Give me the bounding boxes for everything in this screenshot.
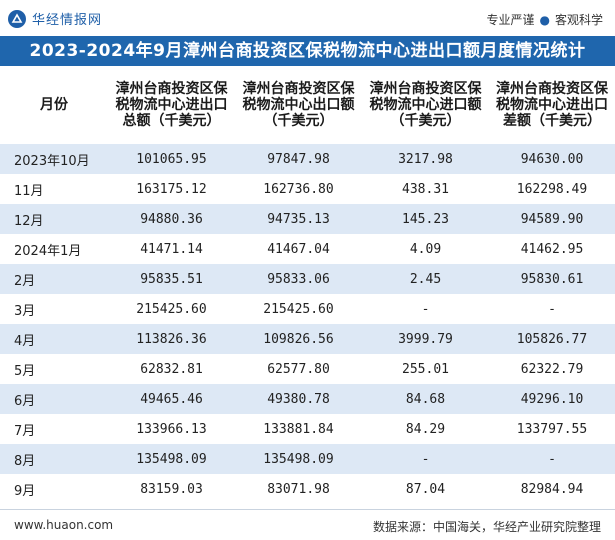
cell-value: 95833.06 <box>235 264 362 294</box>
cell-value: 215425.60 <box>235 294 362 324</box>
cell-value: 3999.79 <box>362 324 489 354</box>
cell-value: 95835.51 <box>108 264 235 294</box>
cell-value: - <box>362 444 489 474</box>
table-row: 6月 49465.46 49380.78 84.68 49296.10 <box>0 384 615 414</box>
cell-month: 6月 <box>0 384 108 414</box>
cell-value: 97847.98 <box>235 144 362 174</box>
cell-value: 49465.46 <box>108 384 235 414</box>
slogan-separator: ● <box>539 13 550 27</box>
cell-value: 4.09 <box>362 234 489 264</box>
huajing-logo-icon <box>8 9 26 28</box>
cell-value: 113826.36 <box>108 324 235 354</box>
table-row: 2023年10月 101065.95 97847.98 3217.98 94630.00 <box>0 144 615 174</box>
cell-month: 11月 <box>0 174 108 204</box>
cell-value: 133881.84 <box>235 414 362 444</box>
table-row: 5月 62832.81 62577.80 255.01 62322.79 <box>0 354 615 384</box>
footer: www.huaon.com 数据来源：中国海关，华经产业研究院整理 <box>0 509 615 540</box>
cell-value: 62832.81 <box>108 354 235 384</box>
cell-value: 94880.36 <box>108 204 235 234</box>
top-bar: 华经情报网 专业严谨 ● 客观科学 <box>0 0 615 36</box>
cell-month: 3月 <box>0 294 108 324</box>
brand-name: 华经情报网 <box>32 13 103 28</box>
cell-value: 105826.77 <box>489 324 615 354</box>
cell-value: 62322.79 <box>489 354 615 384</box>
table-row: 4月 113826.36 109826.56 3999.79 105826.77 <box>0 324 615 354</box>
cell-value: 84.68 <box>362 384 489 414</box>
cell-value: 62577.80 <box>235 354 362 384</box>
header-balance: 漳州台商投资区保税物流中心进出口差额（千美元） <box>489 66 615 144</box>
table-body: 2023年10月 101065.95 97847.98 3217.98 94630.00… <box>0 144 615 504</box>
cell-value: 94589.90 <box>489 204 615 234</box>
cell-value: 162298.49 <box>489 174 615 204</box>
page-title: 2023-2024年9月漳州台商投资区保税物流中心进出口额月度情况统计 <box>0 36 615 66</box>
cell-month: 2月 <box>0 264 108 294</box>
cell-month: 8月 <box>0 444 108 474</box>
table-row: 7月 133966.13 133881.84 84.29 133797.55 <box>0 414 615 444</box>
cell-value: 41467.04 <box>235 234 362 264</box>
cell-value: 84.29 <box>362 414 489 444</box>
cell-value: 133966.13 <box>108 414 235 444</box>
data-table: 月份 漳州台商投资区保税物流中心进出口总额（千美元） 漳州台商投资区保税物流中心… <box>0 66 615 504</box>
table-row: 8月 135498.09 135498.09- - <box>0 444 615 474</box>
cell-month: 12月 <box>0 204 108 234</box>
cell-value: 133797.55 <box>489 414 615 444</box>
cell-value: 163175.12 <box>108 174 235 204</box>
data-source: 数据来源：中国海关，华经产业研究院整理 <box>372 520 601 534</box>
cell-month: 2023年10月 <box>0 144 108 174</box>
cell-value: 94630.00 <box>489 144 615 174</box>
table-row: 12月 94880.36 94735.13 145.23 94589.90 <box>0 204 615 234</box>
cell-value: 82984.94 <box>489 474 615 504</box>
cell-value: 101065.95 <box>108 144 235 174</box>
cell-value: 135498.09 <box>235 444 362 474</box>
header-import: 漳州台商投资区保税物流中心进口额（千美元） <box>362 66 489 144</box>
cell-value: - <box>362 294 489 324</box>
footer-url: www.huaon.com <box>14 518 114 532</box>
cell-value: 135498.09 <box>108 444 235 474</box>
slogan-right: 客观科学 <box>554 13 603 27</box>
cell-value: 41471.14 <box>108 234 235 264</box>
cell-value: 145.23 <box>362 204 489 234</box>
cell-value: 49380.78 <box>235 384 362 414</box>
cell-value: - <box>489 444 615 474</box>
table-row: 2月 95835.51 95833.06 2.45 95830.61 <box>0 264 615 294</box>
slogan: 专业严谨 ● 客观科学 <box>486 11 603 28</box>
cell-month: 5月 <box>0 354 108 384</box>
cell-month: 9月 <box>0 474 108 504</box>
cell-value: 109826.56 <box>235 324 362 354</box>
header-month: 月份 <box>0 66 108 144</box>
header-total: 漳州台商投资区保税物流中心进出口总额（千美元） <box>108 66 235 144</box>
cell-value: 94735.13 <box>235 204 362 234</box>
cell-value: 438.31 <box>362 174 489 204</box>
table-header-row: 月份 漳州台商投资区保税物流中心进出口总额（千美元） 漳州台商投资区保税物流中心… <box>0 66 615 144</box>
cell-value: 95830.61 <box>489 264 615 294</box>
brand-logo: 华经情报网 <box>8 9 102 28</box>
cell-value: 162736.80 <box>235 174 362 204</box>
table-row: 2024年1月 41471.14 41467.04 4.09 41462.95 <box>0 234 615 264</box>
cell-value: 3217.98 <box>362 144 489 174</box>
cell-value: - <box>489 294 615 324</box>
table-row: 9月 83159.03 83071.98 87.04 82984.94 <box>0 474 615 504</box>
cell-value: 87.04 <box>362 474 489 504</box>
cell-value: 255.01 <box>362 354 489 384</box>
cell-month: 2024年1月 <box>0 234 108 264</box>
cell-value: 83159.03 <box>108 474 235 504</box>
cell-value: 2.45 <box>362 264 489 294</box>
cell-value: 49296.10 <box>489 384 615 414</box>
header-export: 漳州台商投资区保税物流中心出口额（千美元） <box>235 66 362 144</box>
table-row: 3月 215425.60 215425.60- - <box>0 294 615 324</box>
table-row: 11月 163175.12 162736.80 438.31 162298.49 <box>0 174 615 204</box>
cell-value: 215425.60 <box>108 294 235 324</box>
slogan-left: 专业严谨 <box>486 13 535 27</box>
cell-month: 7月 <box>0 414 108 444</box>
cell-month: 4月 <box>0 324 108 354</box>
cell-value: 83071.98 <box>235 474 362 504</box>
cell-value: 41462.95 <box>489 234 615 264</box>
